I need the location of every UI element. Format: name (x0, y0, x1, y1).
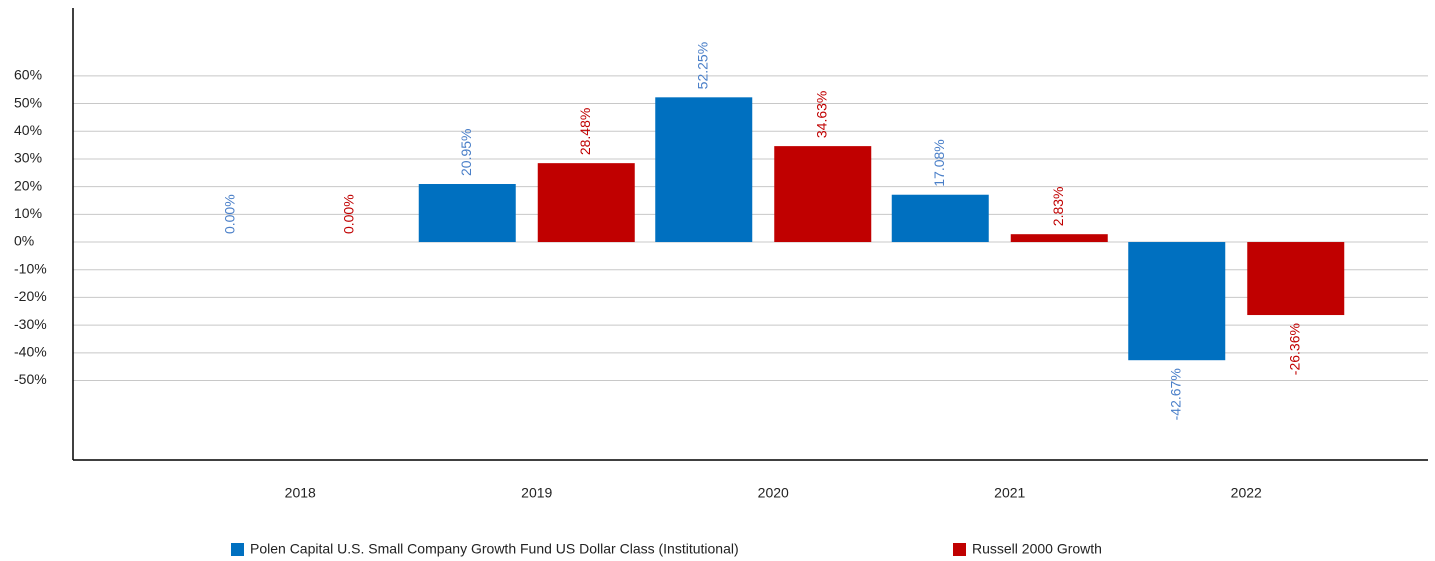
bar (1010, 234, 1108, 243)
bar (537, 163, 635, 243)
x-tick-label: 2021 (994, 485, 1025, 501)
x-tick-label: 2022 (1231, 485, 1262, 501)
y-tick-label: -10% (14, 260, 47, 276)
value-label: -42.67% (1167, 368, 1183, 420)
bar (774, 146, 872, 243)
bar (418, 184, 516, 243)
value-label: 52.25% (694, 42, 710, 89)
y-tick-label: -50% (14, 371, 47, 387)
value-label: 34.63% (813, 91, 829, 138)
x-tick-label: 2020 (758, 485, 789, 501)
y-tick-label: 60% (14, 67, 42, 83)
bar (1247, 242, 1345, 316)
y-tick-label: 20% (14, 177, 42, 193)
legend-label: Russell 2000 Growth (972, 541, 1102, 557)
y-tick-label: 40% (14, 122, 42, 138)
value-label: 28.48% (577, 108, 593, 155)
x-tick-label: 2018 (285, 485, 316, 501)
y-tick-label: 0% (14, 233, 34, 249)
value-label: 20.95% (458, 129, 474, 176)
y-tick-label: 10% (14, 205, 42, 221)
bar (891, 194, 989, 243)
legend-swatch (231, 543, 244, 556)
y-tick-label: 50% (14, 94, 42, 110)
y-tick-label: -20% (14, 288, 47, 304)
value-label: 0.00% (221, 194, 237, 234)
value-label: 0.00% (340, 194, 356, 234)
bar (1128, 242, 1226, 361)
bar (655, 97, 753, 243)
legend-swatch (953, 543, 966, 556)
x-tick-label: 2019 (521, 485, 552, 501)
value-label: -26.36% (1286, 323, 1302, 375)
y-tick-label: 30% (14, 150, 42, 166)
y-tick-label: -30% (14, 316, 47, 332)
value-label: 2.83% (1050, 186, 1066, 226)
y-tick-label: -40% (14, 344, 47, 360)
value-label: 17.08% (931, 139, 947, 186)
legend-label: Polen Capital U.S. Small Company Growth … (250, 541, 739, 557)
